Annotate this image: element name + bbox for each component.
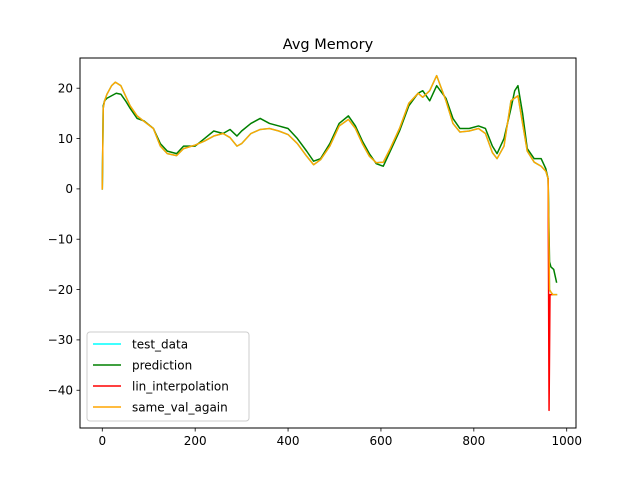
- x-tick-label: 800: [462, 434, 485, 448]
- y-tick-label: −30: [48, 333, 73, 347]
- series-layer: [101, 74, 558, 412]
- y-tick-label: −20: [48, 283, 73, 297]
- legend-entries: test_data prediction lin_interpolationsame…: [93, 337, 229, 414]
- x-tick-label: 1000: [551, 434, 582, 448]
- legend-box: [86, 331, 250, 422]
- x-axis: 0 200 400 600 800 1000: [98, 428, 582, 448]
- y-tick-label: 0: [65, 182, 73, 196]
- legend-label-test-data: test_data: [132, 337, 188, 351]
- y-tick-label: −40: [48, 384, 73, 398]
- legend: test_data prediction lin_interpolationsame…: [86, 331, 250, 422]
- legend-label-same-val-again: same_val_again: [132, 400, 228, 414]
- y-tick-label: 20: [58, 82, 73, 96]
- y-tick-label: −10: [48, 233, 73, 247]
- x-tick-label: 400: [277, 434, 300, 448]
- series-line-same-val-again: [101, 74, 558, 296]
- x-tick-label: 200: [184, 434, 207, 448]
- x-tick-label: 600: [369, 434, 392, 448]
- y-tick-label: 10: [58, 132, 73, 146]
- legend-label-prediction: prediction: [132, 358, 192, 372]
- x-tick-label: 0: [98, 434, 106, 448]
- legend-label-lin-interpolation: lin_interpolation: [132, 379, 229, 393]
- series-line-lin-interpolation: [547, 178, 553, 412]
- plot-area: [79, 57, 577, 429]
- plot-frame: [79, 57, 577, 429]
- y-axis: −40 −30 −20 −10 0 10 20: [48, 82, 80, 398]
- chart-title: Avg Memory: [283, 37, 374, 53]
